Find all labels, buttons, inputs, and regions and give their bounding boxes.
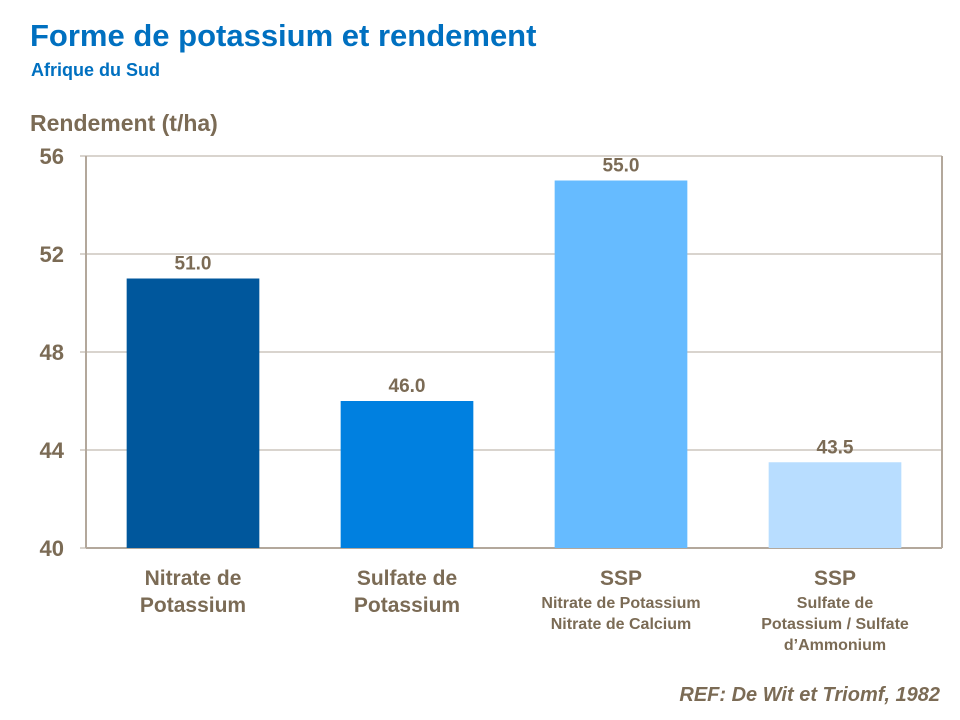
category-label: Potassium (140, 594, 246, 617)
y-tick-label: 48 (40, 340, 64, 365)
y-tick-label: 52 (40, 242, 64, 267)
bar (340, 401, 474, 548)
category-sublabel: d’Ammonium (784, 637, 886, 654)
bar (768, 462, 902, 548)
category-sublabel: Sulfate de (797, 595, 874, 612)
data-label: 46.0 (389, 376, 426, 397)
chart-title: Forme de potassium et rendement (30, 18, 537, 53)
bar (554, 180, 688, 548)
chart-subtitle: Afrique du Sud (31, 60, 160, 80)
y-tick-label: 40 (40, 536, 64, 561)
data-label: 55.0 (603, 156, 640, 177)
category-sublabel: Nitrate de Potassium (541, 595, 700, 612)
bar (126, 278, 260, 548)
y-tick-label: 44 (40, 438, 65, 463)
category-label: Nitrate de (145, 567, 242, 590)
reference-note: REF: De Wit et Triomf, 1982 (679, 684, 940, 706)
category-sublabel: Potassium / Sulfate (761, 616, 909, 633)
category-label: SSP (814, 567, 856, 590)
data-label: 43.5 (817, 437, 854, 458)
category-label: SSP (600, 567, 642, 590)
data-label: 51.0 (175, 254, 212, 275)
category-label: Potassium (354, 594, 460, 617)
category-sublabel: Nitrate de Calcium (551, 616, 691, 633)
category-label: Sulfate de (357, 567, 457, 590)
y-tick-label: 56 (40, 144, 64, 169)
y-axis-label: Rendement (t/ha) (30, 110, 218, 136)
